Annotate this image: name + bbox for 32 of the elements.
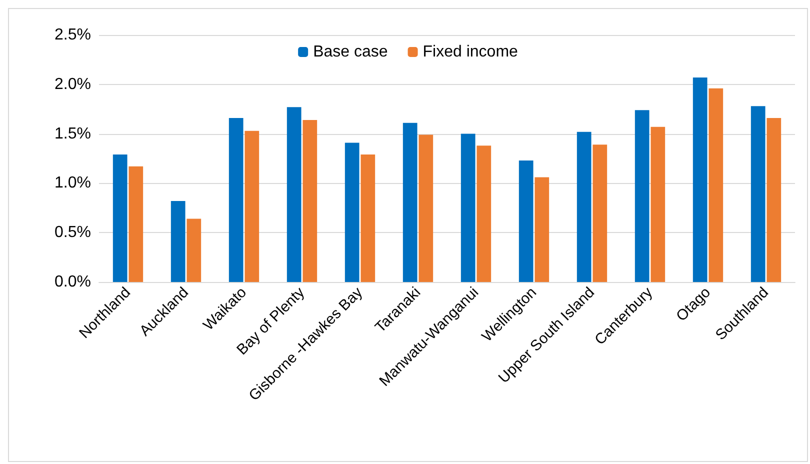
bar (344, 142, 360, 282)
y-tick-label: 0.5% (54, 224, 91, 242)
bar (402, 122, 418, 282)
bar (476, 146, 492, 282)
y-tick-label: 2.5% (54, 26, 91, 44)
bar (128, 166, 144, 282)
bar (518, 160, 534, 282)
bar (534, 177, 550, 282)
bar (650, 126, 666, 282)
bar (576, 132, 592, 282)
bar (286, 107, 302, 282)
bar (112, 154, 128, 282)
bar (692, 77, 708, 282)
bar (634, 110, 650, 282)
y-tick-label: 1.0% (54, 174, 91, 192)
bar (708, 88, 724, 282)
legend-label: Fixed income (422, 44, 518, 60)
bar (170, 200, 186, 282)
y-tick-label: 0.0% (54, 274, 91, 290)
bar (418, 134, 434, 282)
bar (244, 130, 260, 282)
bar (766, 118, 782, 282)
bar (186, 218, 202, 282)
bar (360, 154, 376, 282)
bar (750, 106, 766, 282)
bar (460, 134, 476, 282)
y-tick-label: 2.0% (54, 76, 91, 93)
y-tick-label: 1.5% (54, 125, 91, 142)
legend-label: Base case (313, 44, 388, 60)
bar (302, 120, 318, 282)
bar (592, 144, 608, 282)
bar (228, 118, 244, 282)
